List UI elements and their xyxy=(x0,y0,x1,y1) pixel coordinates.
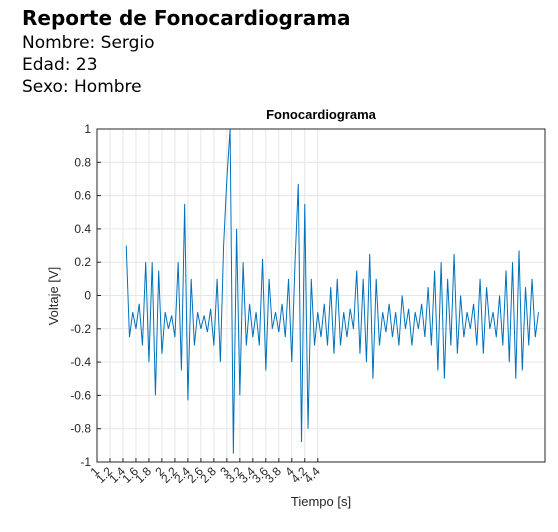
y-tick-label: 1 xyxy=(84,122,91,136)
y-tick-label: -1 xyxy=(80,455,91,469)
y-tick-label: 0.4 xyxy=(74,222,91,236)
signal-line xyxy=(125,128,540,454)
patient-sex: Sexo: Hombre xyxy=(22,77,142,97)
x-tick-label: 3.8 xyxy=(262,464,284,486)
patient-name: Nombre: Sergio xyxy=(22,33,155,53)
y-tick-label: 0.6 xyxy=(74,189,91,203)
x-tick-label: 4.4 xyxy=(301,464,323,486)
x-tick-label: 2.8 xyxy=(197,464,219,486)
x-tick-label: 1.8 xyxy=(132,464,154,486)
y-tick-label: 0.2 xyxy=(74,255,91,269)
y-tick-label: -0.4 xyxy=(70,355,91,369)
report-title: Reporte de Fonocardiograma xyxy=(22,6,351,30)
patient-age: Edad: 23 xyxy=(22,55,98,75)
y-axis-label: Voltaje [V] xyxy=(46,267,61,326)
chart-title: Fonocardiograma xyxy=(266,107,377,122)
x-axis-label: Tiempo [s] xyxy=(291,494,351,509)
y-tick-label: 0.8 xyxy=(74,155,91,169)
y-tick-label: 0 xyxy=(84,289,91,303)
plot-frame xyxy=(96,128,546,463)
y-tick-label: -0.6 xyxy=(70,388,91,402)
y-tick-label: -0.2 xyxy=(70,322,91,336)
y-tick-label: -0.8 xyxy=(70,422,91,436)
